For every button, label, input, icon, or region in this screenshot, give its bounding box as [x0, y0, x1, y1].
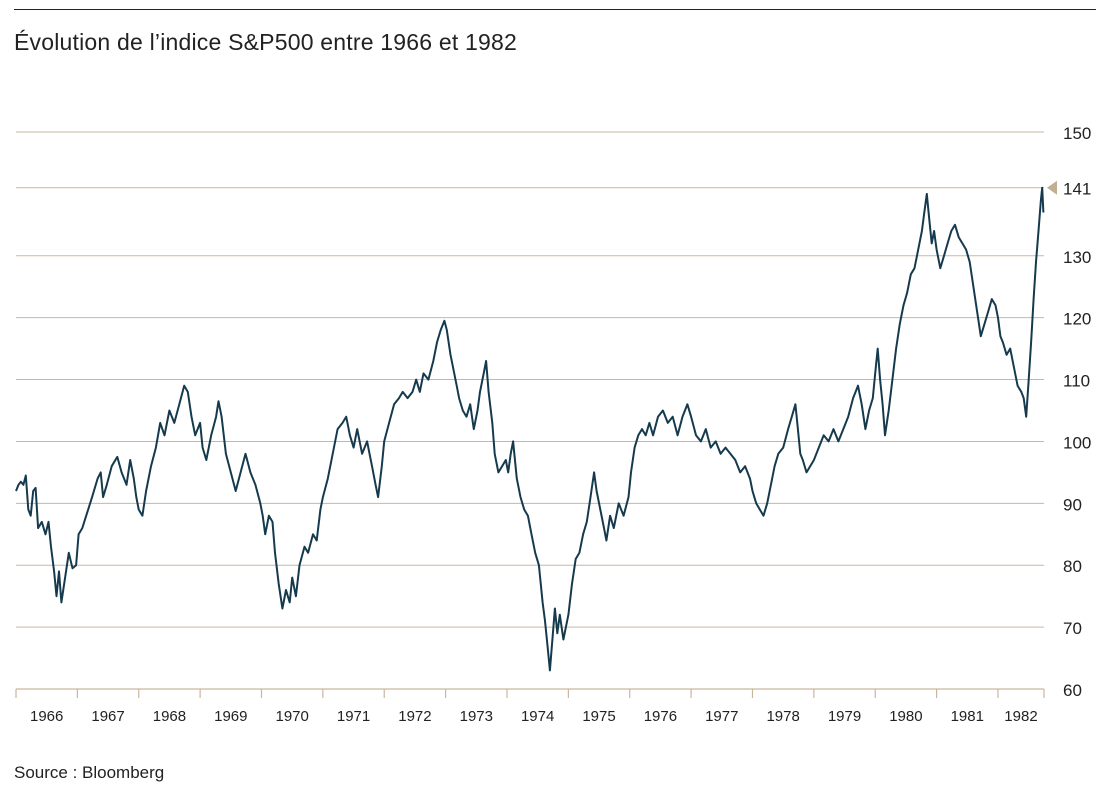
x-tick-label-1971: 1971	[337, 708, 370, 725]
y-tick-label-141: 141	[1063, 180, 1091, 199]
x-tick-label-1974: 1974	[521, 708, 554, 725]
y-tick-label-70: 70	[1063, 619, 1082, 638]
x-axis: 1966 1967 1968 1969 1970 1971 1972 1973 1974 1975…	[15, 688, 1045, 725]
series-group	[15, 186, 1045, 672]
y-tick-label-120: 120	[1063, 310, 1091, 329]
source-note: Source : Bloomberg	[14, 763, 165, 782]
grid	[16, 131, 1044, 628]
y-tick-label-100: 100	[1063, 433, 1091, 452]
top-rule	[14, 9, 1096, 10]
y-tick-label-130: 130	[1063, 248, 1091, 267]
chart-title: Évolution de l’indice S&P500 entre 1966 …	[14, 29, 517, 55]
x-tick-label-1969: 1969	[214, 708, 247, 725]
y-tick-label-90: 90	[1063, 495, 1082, 514]
x-tick-label-1966: 1966	[30, 708, 63, 725]
y-tick-label-150: 150	[1063, 124, 1091, 143]
x-tick-label-1975: 1975	[582, 708, 615, 725]
x-tick-label-1976: 1976	[644, 708, 677, 725]
x-tick-label-1981: 1981	[951, 708, 984, 725]
x-tick-label-1977: 1977	[705, 708, 738, 725]
x-tick-label-1972: 1972	[398, 708, 431, 725]
x-tick-label-1980: 1980	[889, 708, 922, 725]
y-tick-label-80: 80	[1063, 557, 1082, 576]
y-axis: 60 70 80 90 100 110 120 130 141 150	[1063, 124, 1091, 700]
series-line-0	[15, 186, 1045, 672]
last-value-marker-group	[1047, 180, 1057, 195]
last-value-marker	[1047, 180, 1057, 195]
x-tick-label-1970: 1970	[275, 708, 308, 725]
x-tick-label-1982: 1982	[1004, 708, 1037, 725]
y-tick-label-60: 60	[1063, 681, 1082, 700]
x-tick-label-1979: 1979	[828, 708, 861, 725]
y-tick-label-110: 110	[1063, 372, 1090, 391]
x-tick-label-1968: 1968	[153, 708, 186, 725]
x-tick-label-1967: 1967	[91, 708, 124, 725]
x-tick-label-1978: 1978	[766, 708, 799, 725]
x-tick-label-1973: 1973	[460, 708, 493, 725]
